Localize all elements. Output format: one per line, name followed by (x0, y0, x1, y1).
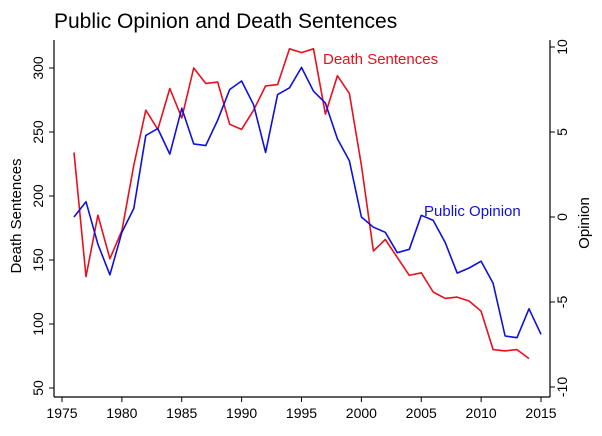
left-tick-label: 100 (30, 312, 46, 336)
left-axis-ticks: 50 100 150 200 250 300 (30, 56, 54, 396)
x-tick-label: 2005 (406, 405, 437, 421)
x-tick-label: 1980 (106, 405, 137, 421)
x-tick-label: 2000 (346, 405, 377, 421)
left-tick-label: 250 (30, 120, 46, 144)
right-tick-label: 10 (554, 39, 570, 55)
x-axis-ticks: 1975 1980 1985 1990 1995 2000 2005 2010 2015 (46, 397, 557, 421)
x-tick-label: 1975 (46, 405, 77, 421)
right-tick-label: 5 (554, 128, 570, 136)
right-tick-label: -5 (554, 296, 570, 309)
x-tick-label: 1985 (166, 405, 197, 421)
left-tick-label: 300 (30, 56, 46, 80)
series-layer (73, 47, 542, 360)
public-opinion-line (73, 66, 542, 339)
right-tick-label: -10 (554, 377, 570, 397)
x-tick-label: 1995 (286, 405, 317, 421)
left-tick-label: 50 (30, 380, 46, 396)
x-tick-label: 2015 (525, 405, 556, 421)
x-tick-label: 2010 (466, 405, 497, 421)
death-sentences-line (73, 47, 530, 360)
chart-title: Public Opinion and Death Sentences (54, 10, 397, 33)
public-opinion-series-label: Public Opinion (424, 203, 521, 220)
x-tick-label: 1990 (226, 405, 257, 421)
left-tick-label: 150 (30, 248, 46, 272)
right-axis-ticks: -10 -5 0 5 10 (550, 39, 570, 397)
right-tick-label: 0 (554, 213, 570, 221)
death-sentences-series-label: Death Sentences (323, 51, 438, 68)
left-axis-label: Death Sentences (8, 158, 25, 273)
left-tick-label: 200 (30, 184, 46, 208)
right-axis-label: Opinion (576, 197, 593, 249)
